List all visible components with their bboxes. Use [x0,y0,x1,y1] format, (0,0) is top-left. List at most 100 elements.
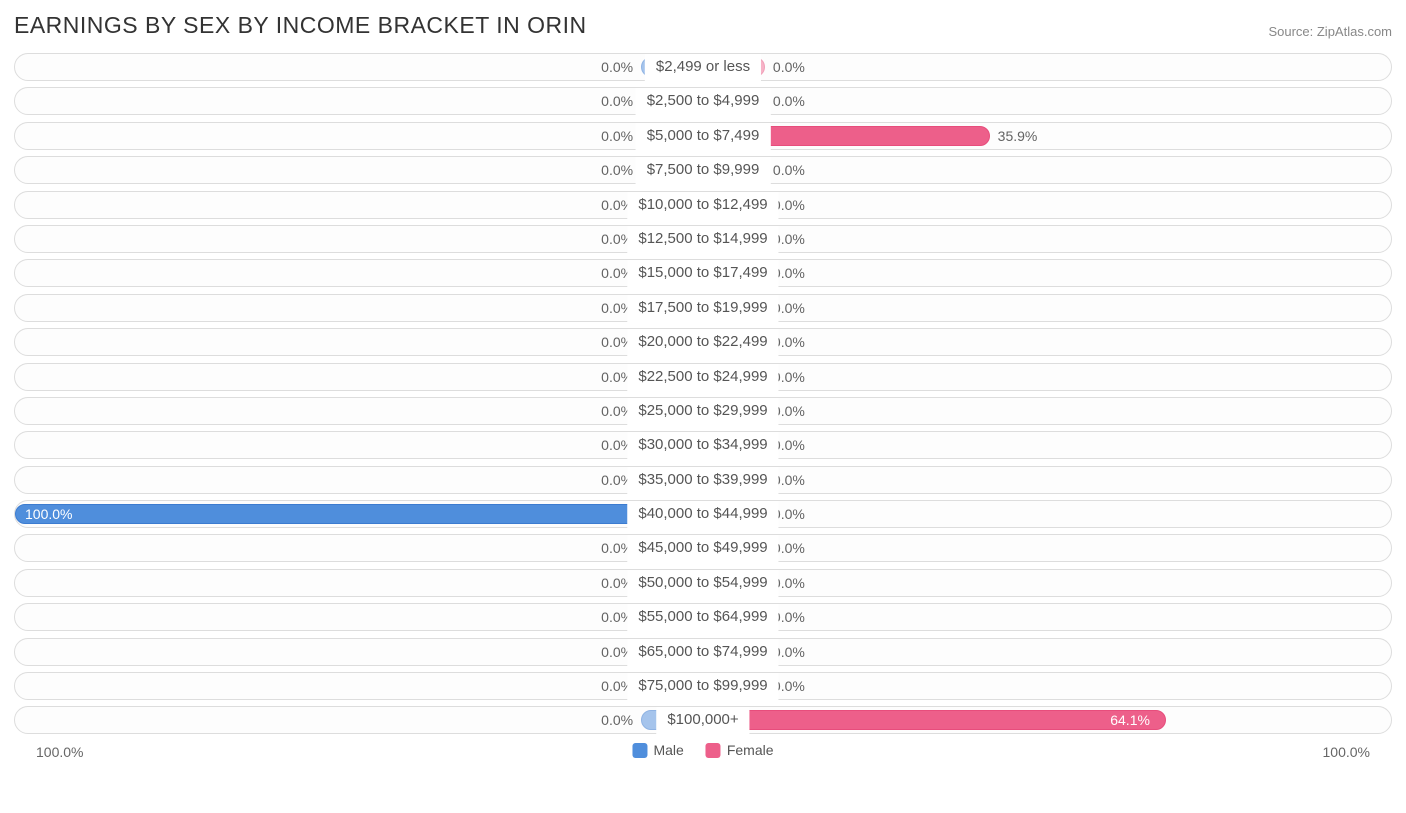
female-half: 0.0% [703,364,1391,390]
female-half: 0.0% [703,535,1391,561]
male-value: 100.0% [25,501,72,529]
female-half: 0.0% [703,295,1391,321]
bar-row: 0.0%0.0%$22,500 to $24,999 [14,363,1392,391]
category-label: $75,000 to $99,999 [627,673,778,701]
category-label: $5,000 to $7,499 [636,123,771,151]
female-half: 0.0% [703,467,1391,493]
chart-source: Source: ZipAtlas.com [1268,24,1392,39]
male-half: 0.0% [15,226,703,252]
axis-label-right: 100.0% [1323,744,1370,760]
female-value: 0.0% [773,54,805,82]
legend-item: Female [706,742,774,758]
female-half: 35.9% [703,123,1391,149]
female-half: 0.0% [703,501,1391,527]
legend-swatch [632,743,647,758]
bar-row: 0.0%0.0%$20,000 to $22,499 [14,328,1392,356]
female-half: 0.0% [703,54,1391,80]
category-label: $55,000 to $64,999 [627,604,778,632]
category-label: $2,500 to $4,999 [636,88,771,116]
bar-row: 0.0%0.0%$12,500 to $14,999 [14,225,1392,253]
category-label: $12,500 to $14,999 [627,226,778,254]
axis-label-left: 100.0% [36,744,83,760]
bar-row: 0.0%0.0%$17,500 to $19,999 [14,294,1392,322]
category-label: $65,000 to $74,999 [627,639,778,667]
bar-row: 0.0% 0.0%$7,500 to $9,999 [14,156,1392,184]
female-bar [703,710,1166,730]
legend-item: Male [632,742,683,758]
male-value: 0.0% [601,707,633,735]
bar-row: 0.0%0.0%$75,000 to $99,999 [14,672,1392,700]
male-half: 0.0% [15,535,703,561]
female-half: 64.1% [703,707,1391,733]
chart-header: EARNINGS BY SEX BY INCOME BRACKET IN ORI… [14,12,1392,39]
category-label: $45,000 to $49,999 [627,535,778,563]
category-label: $10,000 to $12,499 [627,192,778,220]
diverging-bar-chart: 0.0%0.0%$2,499 or less0.0%0.0%$2,500 to … [14,53,1392,734]
male-half: 0.0% [15,157,703,183]
female-half: 0.0% [703,570,1391,596]
female-half: 0.0% [703,192,1391,218]
female-half: 0.0% [703,226,1391,252]
female-value: 64.1% [1110,707,1150,735]
bar-row: 0.0%0.0%$50,000 to $54,999 [14,569,1392,597]
female-half: 0.0% [703,432,1391,458]
male-half: 0.0% [15,364,703,390]
female-half: 0.0% [703,329,1391,355]
bar-row: 0.0%0.0%$10,000 to $12,499 [14,191,1392,219]
male-half: 0.0% [15,192,703,218]
male-value: 0.0% [601,157,633,185]
male-value: 0.0% [601,123,633,151]
bar-row: 0.0% 0.0%$2,500 to $4,999 [14,87,1392,115]
bar-row: 0.0% 0.0% $2,499 or less [14,53,1392,81]
bar-row: 0.0%0.0%$15,000 to $17,499 [14,259,1392,287]
male-value: 0.0% [601,54,633,82]
bar-row: 0.0%0.0%$45,000 to $49,999 [14,534,1392,562]
female-half: 0.0% [703,398,1391,424]
male-half: 0.0% [15,295,703,321]
bar-row: 0.0% 35.9%$5,000 to $7,499 [14,122,1392,150]
male-half: 0.0% [15,639,703,665]
category-label: $100,000+ [656,707,749,735]
category-label: $50,000 to $54,999 [627,570,778,598]
female-half: 0.0% [703,673,1391,699]
category-label: $25,000 to $29,999 [627,398,778,426]
chart-footer: 100.0% 100.0% Male Female [14,742,1392,768]
bar-row: 0.0%0.0%$55,000 to $64,999 [14,603,1392,631]
bar-row: 0.0%0.0%$25,000 to $29,999 [14,397,1392,425]
bar-row: 100.0% 0.0%$40,000 to $44,999 [14,500,1392,528]
female-half: 0.0% [703,260,1391,286]
legend-swatch [706,743,721,758]
category-label: $15,000 to $17,499 [627,260,778,288]
female-half: 0.0% [703,639,1391,665]
male-half: 0.0% [15,54,703,80]
category-label: $2,499 or less [645,54,761,82]
male-half: 0.0% [15,398,703,424]
male-half: 0.0% [15,432,703,458]
category-label: $22,500 to $24,999 [627,364,778,392]
bar-row: 0.0%0.0%$65,000 to $74,999 [14,638,1392,666]
male-half: 0.0% [15,570,703,596]
legend-label: Female [727,742,774,758]
category-label: $30,000 to $34,999 [627,432,778,460]
male-half: 0.0% [15,673,703,699]
female-half: 0.0% [703,604,1391,630]
male-half: 0.0% [15,467,703,493]
legend: Male Female [632,742,773,758]
male-bar [15,504,703,524]
male-half: 0.0% [15,123,703,149]
bar-row: 0.0%0.0%$35,000 to $39,999 [14,466,1392,494]
male-half: 100.0% [15,501,703,527]
category-label: $40,000 to $44,999 [627,501,778,529]
category-label: $35,000 to $39,999 [627,467,778,495]
male-value: 0.0% [601,88,633,116]
category-label: $17,500 to $19,999 [627,295,778,323]
female-half: 0.0% [703,157,1391,183]
female-value: 0.0% [773,88,805,116]
male-half: 0.0% [15,604,703,630]
male-half: 0.0% [15,88,703,114]
chart-title: EARNINGS BY SEX BY INCOME BRACKET IN ORI… [14,12,587,39]
male-half: 0.0% [15,707,703,733]
bar-row: 0.0%0.0%$30,000 to $34,999 [14,431,1392,459]
category-label: $20,000 to $22,499 [627,329,778,357]
category-label: $7,500 to $9,999 [636,157,771,185]
